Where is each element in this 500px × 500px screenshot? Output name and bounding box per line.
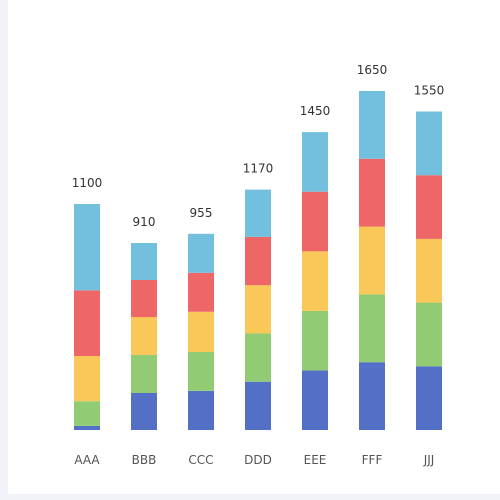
bar-segment-fff-3[interactable]	[359, 226, 385, 295]
total-label-ddd: 1170	[243, 162, 274, 176]
category-label-ccc: CCC	[188, 453, 213, 467]
bar-segment-aaa-3[interactable]	[74, 356, 100, 402]
category-label-aaa: AAA	[74, 453, 100, 467]
bar-segment-ccc-1[interactable]	[188, 391, 214, 430]
bar-segment-aaa-1[interactable]	[74, 425, 100, 430]
bar-segment-bbb-1[interactable]	[131, 393, 157, 430]
bar-segment-aaa-2[interactable]	[74, 401, 100, 426]
bar-group	[74, 91, 442, 430]
bar-segment-bbb-2[interactable]	[131, 355, 157, 393]
bar-segment-fff-1[interactable]	[359, 362, 385, 430]
bar-segment-eee-1[interactable]	[302, 370, 328, 430]
total-label-fff: 1650	[357, 63, 388, 77]
category-label-ddd: DDD	[244, 453, 272, 467]
bar-segment-jjj-5[interactable]	[416, 111, 442, 176]
category-label-eee: EEE	[304, 453, 327, 467]
bar-segment-jjj-4[interactable]	[416, 175, 442, 239]
total-label-bbb: 910	[133, 215, 156, 229]
bar-segment-eee-2[interactable]	[302, 310, 328, 371]
category-label-bbb: BBB	[132, 453, 157, 467]
bar-segment-aaa-4[interactable]	[74, 290, 100, 356]
bar-segment-eee-5[interactable]	[302, 132, 328, 192]
bar-segment-ccc-4[interactable]	[188, 272, 214, 312]
total-label-eee: 1450	[300, 104, 331, 118]
total-labels: 1100 910 955 1170 1450 1650 1550	[72, 63, 445, 229]
bar-segment-ddd-5[interactable]	[245, 189, 271, 237]
bar-segment-ddd-1[interactable]	[245, 381, 271, 430]
bar-segment-bbb-3[interactable]	[131, 317, 157, 355]
total-label-aaa: 1100	[72, 176, 103, 190]
bar-segment-ddd-4[interactable]	[245, 236, 271, 286]
bar-segment-ccc-5[interactable]	[188, 233, 214, 273]
bar-segment-eee-4[interactable]	[302, 191, 328, 252]
bar-segment-eee-3[interactable]	[302, 251, 328, 311]
bar-segment-fff-2[interactable]	[359, 294, 385, 363]
bar-segment-fff-5[interactable]	[359, 91, 385, 159]
bar-segment-bbb-4[interactable]	[131, 280, 157, 317]
left-edge-strip	[0, 0, 8, 500]
category-label-jjj: JJJ	[423, 453, 435, 467]
bar-segment-aaa-5[interactable]	[74, 204, 100, 291]
bottom-edge-strip	[0, 494, 500, 500]
bar-segment-jjj-1[interactable]	[416, 366, 442, 430]
total-label-jjj: 1550	[414, 84, 445, 98]
category-labels: AAA BBB CCC DDD EEE FFF JJJ	[74, 453, 434, 467]
bar-segment-ddd-3[interactable]	[245, 285, 271, 334]
total-label-ccc: 955	[190, 206, 213, 220]
category-label-fff: FFF	[362, 453, 383, 467]
bar-segment-ccc-2[interactable]	[188, 351, 214, 391]
bar-segment-ddd-2[interactable]	[245, 333, 271, 382]
bar-segment-bbb-5[interactable]	[131, 243, 157, 280]
bar-segment-jjj-3[interactable]	[416, 238, 442, 303]
bar-segment-jjj-2[interactable]	[416, 302, 442, 367]
bar-segment-ccc-3[interactable]	[188, 311, 214, 352]
bar-segment-fff-4[interactable]	[359, 158, 385, 227]
